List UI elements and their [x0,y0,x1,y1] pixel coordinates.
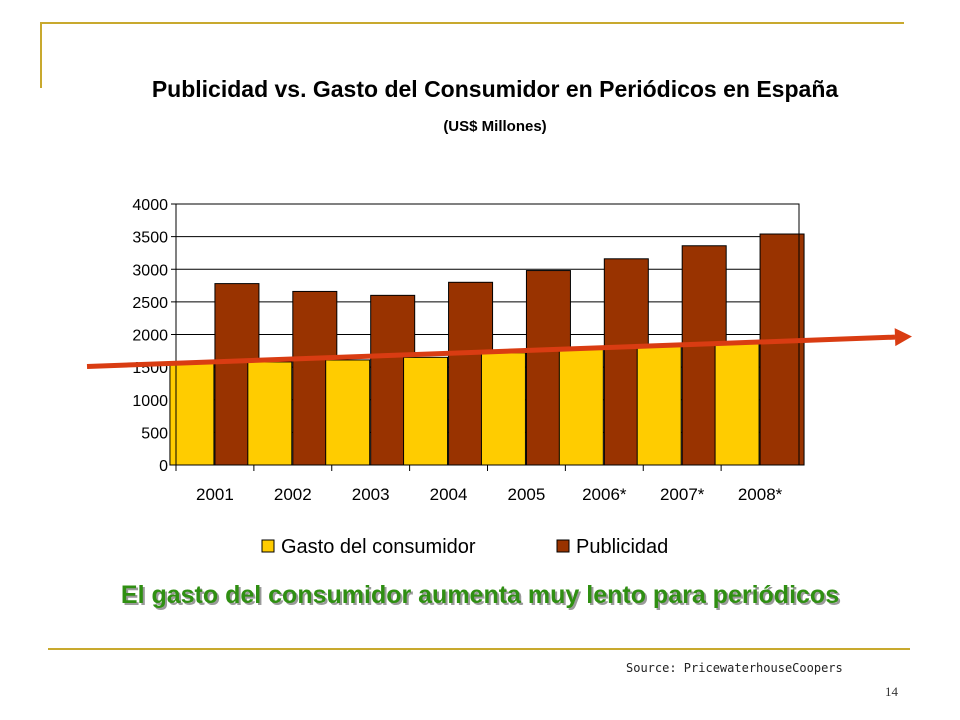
bars [169,233,805,466]
bar-gasto-del-consumidor [480,352,526,466]
bar-publicidad [759,233,805,466]
source-note: Source: PricewaterhouseCoopers [626,661,843,675]
x-tick-label: 2008* [738,485,783,504]
y-tick-label: 2500 [132,295,168,312]
x-tick-label: 2007* [660,485,705,504]
trend-arrow [86,328,912,369]
legend: Gasto del consumidor Publicidad [261,536,668,558]
legend-label: Gasto del consumidor [281,536,476,558]
x-tick-label: 2001 [196,485,234,504]
frame-left-line [40,22,42,88]
trend-arrow-line [86,334,896,369]
x-tick-labels: 2001 2002 2003 2004 2005 2006* 2007* 2008* [175,465,783,504]
y-tick-label: 500 [141,425,168,442]
legend-swatch [261,539,275,553]
bar-gasto-del-consumidor [714,342,760,466]
bar-gasto-del-consumidor [558,349,604,466]
y-tick-label: 1000 [132,393,168,410]
y-tick-label: 2000 [132,328,168,345]
x-tick-label: 2002 [274,485,312,504]
page-number: 14 [885,684,898,699]
slide-title: Publicidad vs. Gasto del Consumidor en P… [151,76,839,102]
bar-gasto-del-consumidor [325,359,371,466]
y-tick-label: 4000 [132,197,168,214]
x-tick-label: 2003 [352,485,390,504]
x-tick-label: 2004 [430,485,468,504]
frame-bottom-line [48,648,910,650]
legend-swatch [556,539,570,553]
legend-label: Publicidad [576,536,668,558]
slide-subtitle: (US$ Millones) [443,118,547,135]
bar-gasto-del-consumidor [169,362,215,466]
bar-gasto-del-consumidor [403,356,449,466]
y-tick-label: 3500 [132,230,168,247]
y-tick-label: 3000 [132,262,168,279]
y-tick-label: 0 [159,458,168,475]
bar-gasto-del-consumidor [247,361,293,466]
trend-arrow-head [894,328,912,347]
x-tick-label: 2005 [508,485,546,504]
x-tick-label: 2006* [582,485,627,504]
bar-gasto-del-consumidor [636,345,682,466]
frame-top-line [40,22,904,24]
headline-message: El gasto del consumidor aumenta muy lent… [120,581,840,609]
